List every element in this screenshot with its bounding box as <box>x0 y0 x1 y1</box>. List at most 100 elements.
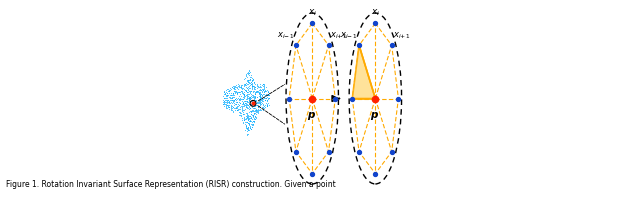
Point <box>243 129 253 132</box>
Point <box>250 107 260 110</box>
Point <box>219 102 229 105</box>
Point <box>221 94 231 97</box>
Point <box>248 100 259 103</box>
Point <box>239 102 249 105</box>
Point <box>250 101 260 105</box>
Point <box>241 97 252 100</box>
Point <box>246 90 256 93</box>
Point <box>260 98 270 102</box>
Point <box>239 89 250 92</box>
Point <box>238 102 248 105</box>
Point <box>234 83 244 86</box>
Point <box>237 98 247 101</box>
Point <box>259 84 269 87</box>
Point <box>236 86 246 89</box>
Point <box>250 100 260 103</box>
Point <box>238 104 248 108</box>
Point <box>247 76 257 80</box>
Text: $\boldsymbol{p}$: $\boldsymbol{p}$ <box>307 110 316 122</box>
Point <box>262 99 273 103</box>
Point <box>241 89 251 92</box>
Point <box>255 100 265 104</box>
Point <box>241 85 252 88</box>
Point <box>246 80 257 83</box>
Point <box>225 99 235 102</box>
Point <box>235 98 245 101</box>
Point <box>261 102 271 105</box>
Point <box>239 87 250 91</box>
Point <box>250 115 260 119</box>
Point <box>250 112 260 115</box>
Point <box>245 125 255 129</box>
Point <box>249 82 259 85</box>
Point <box>249 94 259 97</box>
Point <box>230 91 240 94</box>
Point <box>260 92 271 96</box>
Point <box>250 86 260 89</box>
Point <box>241 79 252 82</box>
Point <box>243 75 253 78</box>
Point <box>262 98 272 101</box>
Point <box>245 96 255 99</box>
Point <box>262 98 273 101</box>
Point <box>259 83 269 86</box>
Point <box>245 99 255 103</box>
Point <box>229 89 239 92</box>
Point <box>243 126 253 129</box>
Point <box>249 96 259 99</box>
Point <box>254 91 264 94</box>
Point <box>244 86 254 89</box>
Point <box>241 72 251 75</box>
Point <box>252 104 262 107</box>
Point <box>234 103 244 107</box>
Point <box>323 44 333 47</box>
Point <box>253 100 264 103</box>
Point <box>229 89 239 92</box>
Point <box>243 117 253 120</box>
Text: $x_i$: $x_i$ <box>308 8 317 19</box>
Point <box>227 94 237 97</box>
Point <box>259 102 269 106</box>
Point <box>237 90 248 93</box>
Point <box>260 98 270 101</box>
Point <box>260 97 271 100</box>
Point <box>220 103 230 106</box>
Point <box>219 105 229 108</box>
Point <box>221 95 231 98</box>
Point <box>236 85 246 88</box>
Point <box>225 86 235 90</box>
Point <box>221 88 231 92</box>
Point <box>242 98 252 101</box>
Text: $x_{i\!+\!1}$: $x_{i\!+\!1}$ <box>392 31 410 41</box>
Point <box>255 104 265 107</box>
Point <box>236 83 246 86</box>
Point <box>247 118 257 121</box>
Point <box>307 172 317 175</box>
Point <box>237 99 248 102</box>
Point <box>223 94 234 97</box>
Point <box>253 85 263 88</box>
Point <box>218 94 228 98</box>
Point <box>244 92 255 95</box>
Point <box>228 106 239 109</box>
Point <box>230 108 240 111</box>
Point <box>394 97 404 100</box>
Point <box>252 109 262 112</box>
Point <box>241 73 251 76</box>
Text: $x_{i\!-\!1}$: $x_{i\!-\!1}$ <box>340 31 357 41</box>
Point <box>239 84 249 87</box>
Point <box>243 80 253 83</box>
Point <box>244 118 255 121</box>
Point <box>252 109 262 112</box>
Point <box>236 107 246 110</box>
Point <box>243 88 253 92</box>
Point <box>291 44 301 47</box>
Point <box>253 101 263 104</box>
Point <box>234 84 244 87</box>
Point <box>244 102 254 106</box>
Point <box>237 109 248 112</box>
Point <box>246 84 257 87</box>
Point <box>249 87 259 90</box>
Point <box>262 105 272 108</box>
Point <box>247 84 257 87</box>
